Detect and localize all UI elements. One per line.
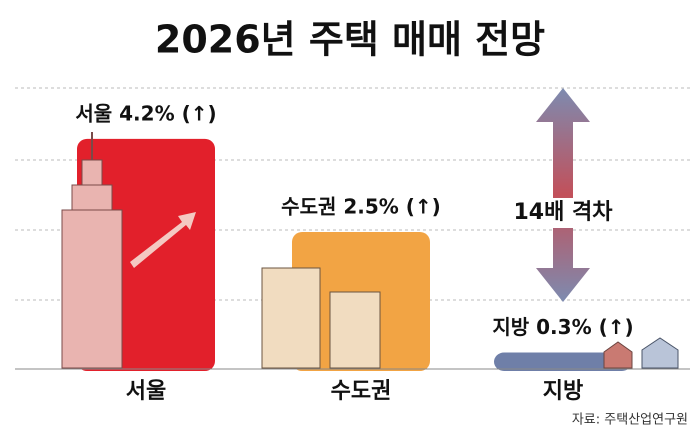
decoration — [15, 88, 690, 370]
chart-title: 2026년 주택 매매 전망 — [155, 18, 545, 62]
building — [71, 184, 113, 211]
source: 자료: 주택산업연구원 — [572, 413, 688, 428]
label-bg — [500, 198, 626, 228]
house — [641, 337, 679, 369]
gap-arrow — [536, 88, 590, 302]
bar — [494, 352, 632, 371]
x-tick-label: 수도권 — [331, 379, 392, 404]
value-label: 지방 0.3% (↑) — [492, 315, 633, 339]
up-arrow — [130, 212, 196, 268]
value-label: 서울 4.2% (↑) — [75, 101, 216, 125]
x-tick-label: 서울 — [126, 379, 166, 404]
building — [61, 209, 123, 369]
house — [603, 341, 633, 369]
building — [261, 267, 321, 369]
value-label: 수도권 2.5% (↑) — [281, 195, 441, 219]
building — [329, 291, 381, 369]
annotation: 14배 격차 — [514, 200, 614, 225]
building — [81, 159, 103, 186]
x-tick-label: 지방 — [543, 379, 583, 404]
